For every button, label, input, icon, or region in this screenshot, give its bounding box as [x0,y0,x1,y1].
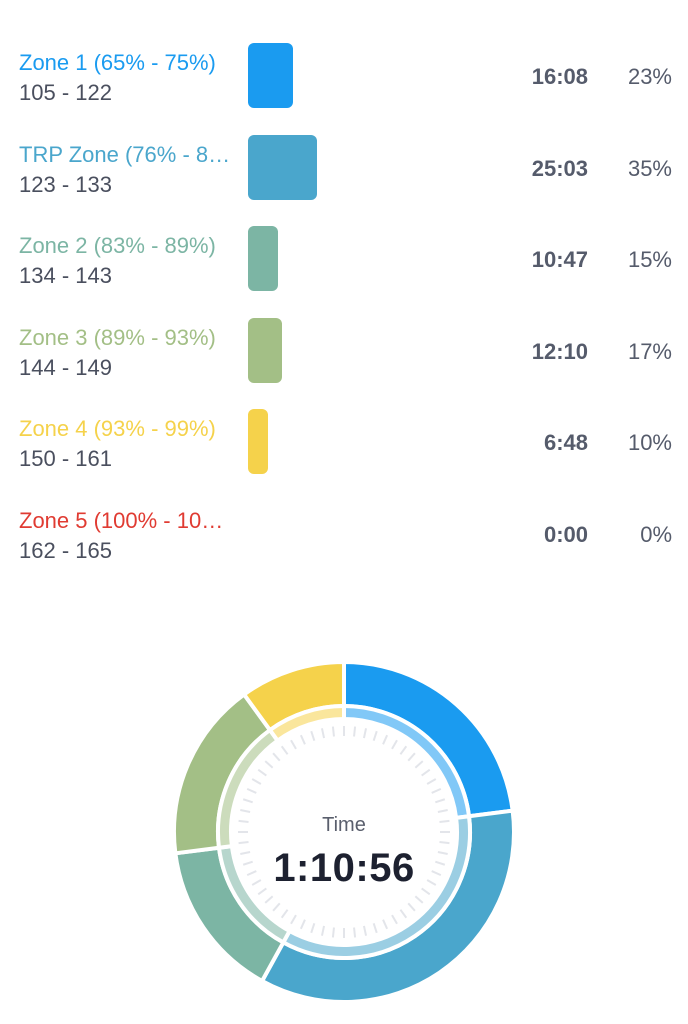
clock-tick [331,927,335,938]
clock-tick [372,922,378,934]
zone-bpm-range: 134 - 143 [19,263,112,289]
clock-tick [434,798,446,804]
clock-tick [257,768,267,777]
zone-time: 0:00 [543,522,588,547]
clock-tick [272,752,281,762]
clock-tick [382,919,389,930]
zone-percent: 17% [627,338,672,364]
clock-tick [362,728,368,739]
clock-tick [264,895,274,904]
clock-tick [437,808,448,814]
zone-name: Zone 5 (100% - 10… [19,508,224,533]
clock-tick [246,870,257,877]
clock-tick [399,909,408,919]
clock-tick [426,879,437,886]
zone-bpm-range: 144 - 149 [19,354,112,380]
zone-name: Zone 4 (93% - 99%) [19,416,216,442]
clock-tick [242,860,254,866]
clock-tick [310,730,316,742]
zone-row-3[interactable]: Zone 3 (89% - 93%) 144 - 149 12:10 17% [0,317,688,410]
clock-tick [362,925,368,936]
clock-tick [391,739,398,750]
clock-tick [251,778,262,785]
clock-tick [353,927,357,938]
clock-tick [290,739,297,750]
clock-tick [240,808,251,814]
clock-tick [242,798,254,804]
clock-tick [426,778,437,785]
zone-percent: 15% [627,247,672,273]
zone-percent: 23% [627,64,672,89]
zone-bpm-range: 105 - 122 [19,80,112,105]
clock-tick [264,760,274,769]
clock-tick [299,734,306,745]
clock-tick [299,919,306,930]
zone-percent: 10% [627,430,672,456]
zone-name: TRP Zone (76% - 8… [19,141,231,167]
clock-tick [240,850,251,856]
clock-tick [439,841,450,845]
clock-tick [238,841,249,845]
donut-inner-band-5 [267,703,346,744]
zone-row-trp[interactable]: TRP Zone (76% - 8… 123 - 133 25:03 35% [0,134,688,227]
zone-bar [248,43,293,108]
clock-tick [280,909,289,919]
zone-bar [248,409,268,475]
clock-tick [246,787,257,794]
zone-name: Zone 1 (65% - 75%) [19,50,216,75]
clock-tick [320,728,326,739]
clock-tick [290,914,297,925]
zone-row-5[interactable]: Zone 5 (100% - 10… 162 - 165 0:00 0% [0,501,688,593]
zone-time: 10:47 [531,247,588,273]
clock-tick [434,860,446,866]
clock-tick [407,752,416,762]
zone-row-2[interactable]: Zone 2 (83% - 89%) 134 - 143 10:47 15% [0,226,688,318]
clock-tick [310,922,316,934]
zone-time: 16:08 [531,64,588,89]
clock-tick [431,870,442,877]
clock-tick [280,745,289,755]
clock-tick [439,819,450,823]
clock-tick [414,895,424,904]
clock-tick [437,850,448,856]
clock-tick [331,726,335,737]
zone-row-4[interactable]: Zone 4 (93% - 99%) 150 - 161 6:48 10% [0,409,688,501]
zone-bar [248,226,278,292]
zone-bpm-range: 150 - 161 [19,446,112,472]
zone-time: 12:10 [531,338,588,364]
clock-tick [238,819,249,823]
zone-time: 6:48 [543,430,588,456]
donut-svg [172,664,516,1004]
zone-bar [248,317,282,383]
clock-tick [382,734,389,745]
donut-center-disc [232,720,456,944]
zone-percent: 35% [627,155,672,181]
clock-tick [257,887,267,896]
total-time-value: 1:10:56 [273,846,415,890]
zone-time-donut-chart: Time 1:10:56 [0,664,688,1024]
total-time-label: Time [322,814,366,836]
clock-tick [421,768,431,777]
clock-tick [431,787,442,794]
clock-tick [399,745,408,755]
clock-tick [353,726,357,737]
zone-bpm-range: 123 - 133 [19,171,112,197]
zone-percent: 0% [640,522,672,547]
clock-tick [421,887,431,896]
clock-tick [414,760,424,769]
zone-name: Zone 3 (89% - 93%) [19,324,216,350]
zone-row-1[interactable]: Zone 1 (65% - 75%) 105 - 122 16:08 23% [0,43,688,135]
zone-bpm-range: 162 - 165 [19,538,112,563]
clock-tick [372,730,378,742]
zone-name: Zone 2 (83% - 89%) [19,233,216,259]
clock-tick [272,902,281,912]
clock-tick [407,902,416,912]
zone-time: 25:03 [531,155,588,181]
clock-tick [251,879,262,886]
zone-bar [248,134,317,200]
clock-tick [320,925,326,936]
clock-tick [391,914,398,925]
